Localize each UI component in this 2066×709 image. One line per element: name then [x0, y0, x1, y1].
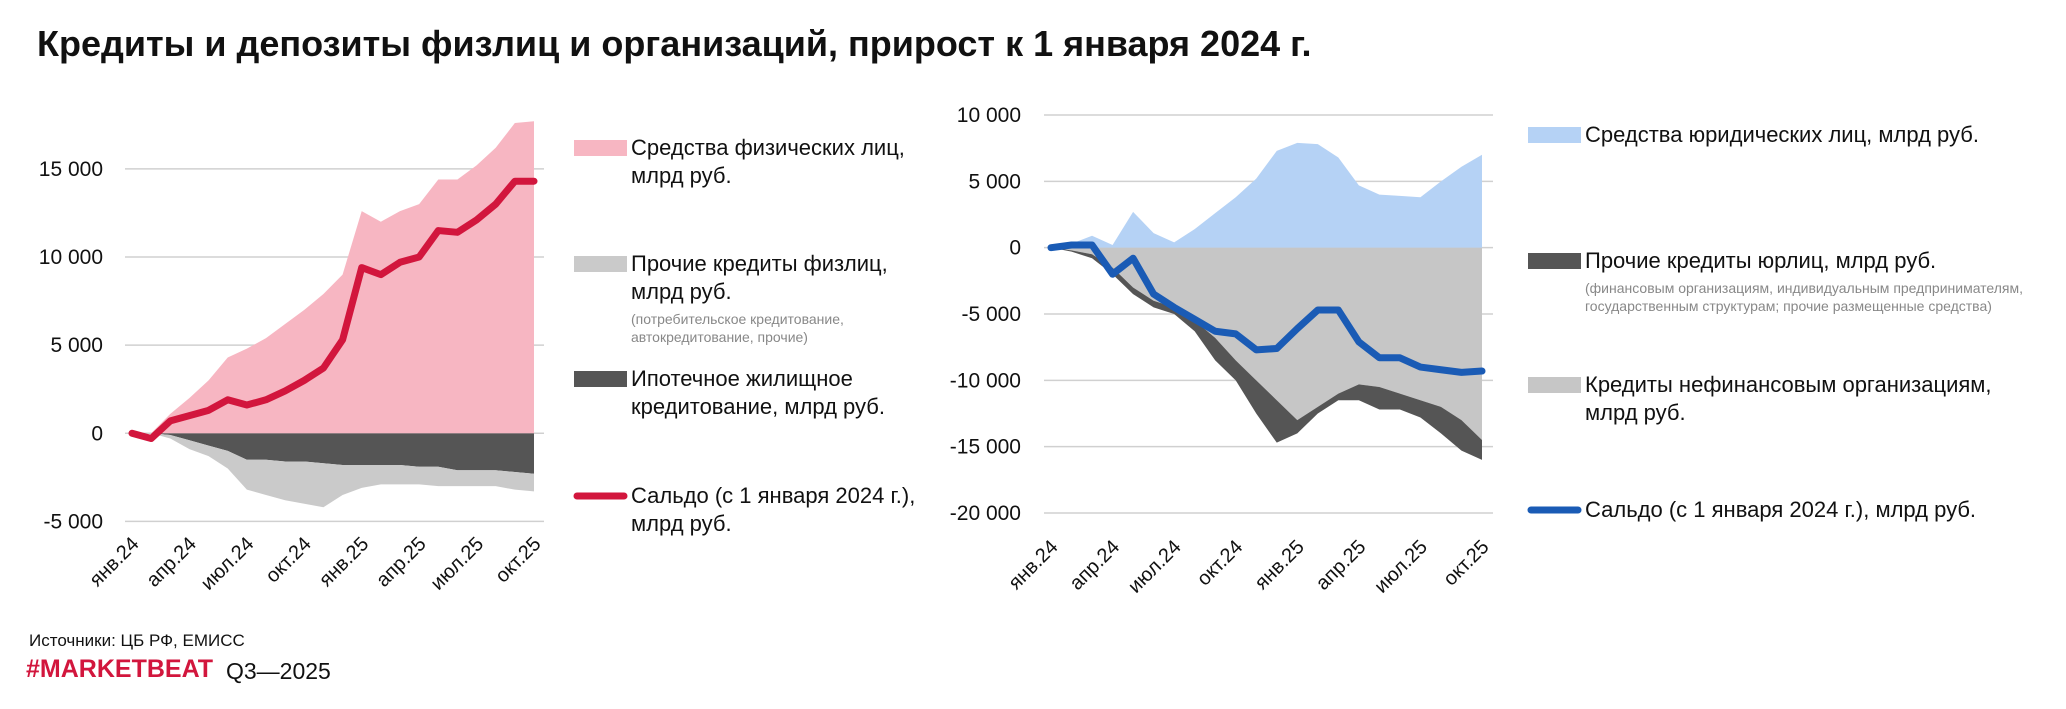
area — [1051, 142, 1482, 248]
legend-label: Прочие кредиты физлиц, млрд руб. — [631, 251, 888, 304]
legend-label: Кредиты нефинансовым организациям, млрд … — [1585, 372, 1992, 425]
y-tick-label: 10 000 — [39, 246, 103, 269]
source: Источники: ЦБ РФ, ЕМИСС — [29, 631, 245, 650]
x-tick-label: окт.25 — [491, 533, 545, 587]
legend-entry: Ипотечное жилищное кредитование, млрд ру… — [631, 365, 931, 421]
x-tick-label: июл.24 — [197, 533, 259, 595]
x-tick-label: апр.25 — [372, 533, 431, 592]
y-tick-label: -20 000 — [950, 502, 1021, 525]
legend-label: Средства юридических лиц, млрд руб. — [1585, 122, 1979, 147]
x-tick-label: янв.24 — [1004, 536, 1062, 594]
area — [1051, 247, 1482, 460]
y-tick-label: 5 000 — [50, 334, 103, 357]
area — [132, 433, 534, 508]
legend-swatch — [1528, 377, 1581, 393]
legend-swatch — [574, 371, 627, 387]
x-tick-label: июл.25 — [426, 533, 488, 595]
chart-title: Кредиты и депозиты физлиц и организаций,… — [37, 23, 1312, 64]
legend-entry: Сальдо (с 1 января 2024 г.), млрд руб. — [1585, 496, 2045, 524]
y-tick-label: 10 000 — [957, 104, 1021, 127]
y-tick-label: 15 000 — [39, 158, 103, 181]
x-tick-label: апр.24 — [142, 533, 201, 592]
legend-entry: Кредиты нефинансовым организациям, млрд … — [1585, 371, 2045, 427]
legend-swatch — [1528, 127, 1581, 143]
legend-note: (финансовым организациям, индивидуальным… — [1585, 280, 2024, 314]
legend-note: (потребительское кредитование, автокреди… — [631, 311, 844, 345]
x-tick-label: апр.25 — [1312, 536, 1371, 595]
x-tick-label: окт.24 — [1193, 536, 1247, 590]
legend-entry: Прочие кредиты юрлиц, млрд руб. (финансов… — [1585, 247, 2045, 315]
legend-entry: Средства юридических лиц, млрд руб. — [1585, 121, 2045, 149]
x-tick-label: янв.24 — [85, 533, 143, 591]
legend-entry: Средства физических лиц, млрд руб. — [631, 134, 931, 190]
y-tick-label: -10 000 — [950, 369, 1021, 392]
x-tick-label: янв.25 — [1251, 536, 1309, 594]
y-tick-label: -5 000 — [43, 510, 103, 533]
legend-swatch — [1528, 253, 1581, 269]
legend-label: Ипотечное жилищное кредитование, млрд ру… — [631, 366, 885, 419]
legend-label: Сальдо (с 1 января 2024 г.), млрд руб. — [631, 483, 916, 536]
area — [132, 121, 534, 434]
x-tick-label: окт.25 — [1439, 536, 1493, 590]
area — [132, 433, 534, 474]
legend-label: Сальдо (с 1 января 2024 г.), млрд руб. — [1585, 497, 1977, 522]
legend-label: Средства физических лиц, млрд руб. — [631, 135, 905, 188]
brand: #MARKETBEAT — [26, 655, 213, 683]
x-tick-label: июл.24 — [1124, 536, 1186, 598]
line — [1047, 241, 1486, 376]
y-tick-label: 0 — [91, 422, 103, 445]
legend-swatch — [574, 140, 627, 156]
legend-entry: Прочие кредиты физлиц, млрд руб. (потреби… — [631, 250, 931, 346]
legend-entry: Сальдо (с 1 января 2024 г.), млрд руб. — [631, 482, 931, 538]
period: Q3—2025 — [226, 658, 331, 684]
x-tick-label: янв.25 — [315, 533, 373, 591]
y-tick-label: 0 — [1009, 237, 1021, 260]
y-tick-label: 5 000 — [968, 170, 1021, 193]
y-tick-label: -15 000 — [950, 436, 1021, 459]
x-tick-label: окт.24 — [261, 533, 315, 587]
line — [128, 177, 538, 443]
x-tick-label: апр.24 — [1065, 536, 1124, 595]
legend-swatch — [574, 256, 627, 272]
x-tick-label: июл.25 — [1370, 536, 1432, 598]
legend-label: Прочие кредиты юрлиц, млрд руб. — [1585, 248, 1937, 273]
y-tick-label: -5 000 — [961, 303, 1021, 326]
